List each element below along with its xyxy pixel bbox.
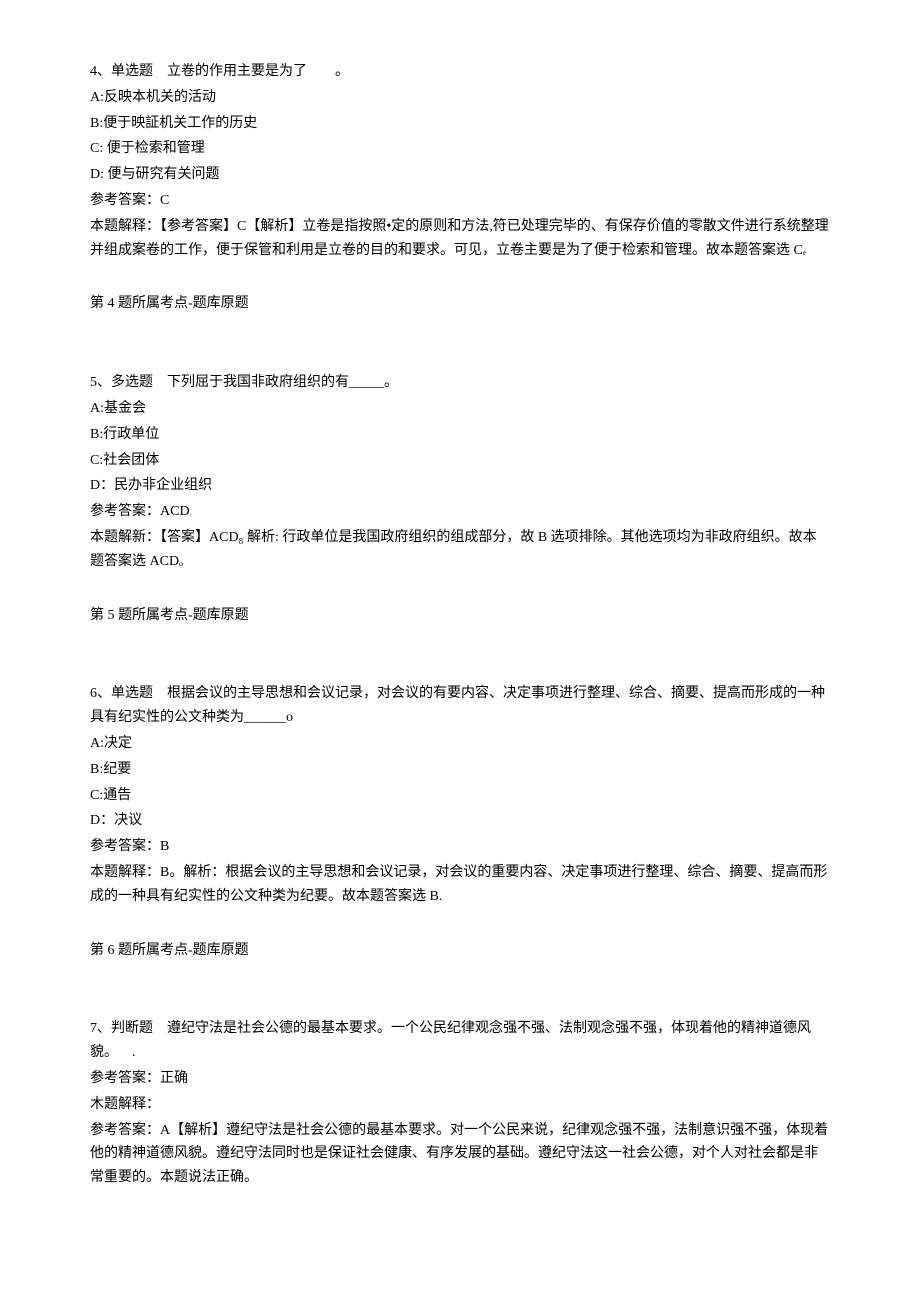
explanation: 本题解释：【参考答案】C【解析】立卷是指按照•定的原则和方法,符已处理完毕的、有… — [90, 215, 830, 263]
option-c: C:社会团体 — [90, 449, 830, 473]
option-d: D：民办非企业组织 — [90, 474, 830, 498]
answer-line: 参考答案：B — [90, 835, 830, 859]
option-d: D: 便与研究有关问题 — [90, 163, 830, 187]
answer-line: 参考答案：ACD — [90, 500, 830, 524]
explanation: 本题解释：B。解析：根据会议的主导思想和会议记录，对会议的重要内容、决定事项进行… — [90, 861, 830, 909]
question-header: 6、单选题 根据会议的主导思想和会议记录，对会议的有要内容、决定事项进行整理、综… — [90, 682, 830, 730]
explanation-label: 木题解释： — [90, 1093, 830, 1117]
answer-line: 参考答案：C — [90, 189, 830, 213]
explanation: 本题解新：【答案】ACD₈ 解析: 行政单位是我国政府组织的组成部分，故 B 选… — [90, 526, 830, 574]
option-a: A:决定 — [90, 732, 830, 756]
option-b: B:纪要 — [90, 758, 830, 782]
question-footer: 第 5 题所属考点-题库原题 — [90, 604, 830, 628]
question-4: 4、单选题 立卷的作用主要是为了 。 A:反映本机关的活动 B:便于映証机关工作… — [90, 60, 830, 316]
explanation: 参考答案：A【解析】遵纪守法是社会公德的最基本要求。对一个公民来说，纪律观念强不… — [90, 1119, 830, 1190]
option-a: A:反映本机关的活动 — [90, 86, 830, 110]
question-footer: 第 4 题所属考点-题库原题 — [90, 292, 830, 316]
question-5: 5、多选题 下列屈于我国非政府组织的有_____。 A:基金会 B:行政单位 C… — [90, 371, 830, 627]
option-b: B:便于映証机关工作的历史 — [90, 112, 830, 136]
option-c: C: 便于检索和管理 — [90, 137, 830, 161]
option-a: A:基金会 — [90, 397, 830, 421]
option-c: C:通告 — [90, 784, 830, 808]
question-header: 7、判断题 遵纪守法是社会公德的最基本要求。一个公民纪律观念强不强、法制观念强不… — [90, 1017, 830, 1065]
question-6: 6、单选题 根据会议的主导思想和会议记录，对会议的有要内容、决定事项进行整理、综… — [90, 682, 830, 962]
question-footer: 第 6 题所属考点-题库原题 — [90, 939, 830, 963]
question-7: 7、判断题 遵纪守法是社会公德的最基本要求。一个公民纪律观念强不强、法制观念强不… — [90, 1017, 830, 1190]
option-b: B:行政单位 — [90, 423, 830, 447]
option-d: D：决议 — [90, 809, 830, 833]
answer-line: 参考答案：正确 — [90, 1067, 830, 1091]
question-header: 4、单选题 立卷的作用主要是为了 。 — [90, 60, 830, 84]
question-header: 5、多选题 下列屈于我国非政府组织的有_____。 — [90, 371, 830, 395]
